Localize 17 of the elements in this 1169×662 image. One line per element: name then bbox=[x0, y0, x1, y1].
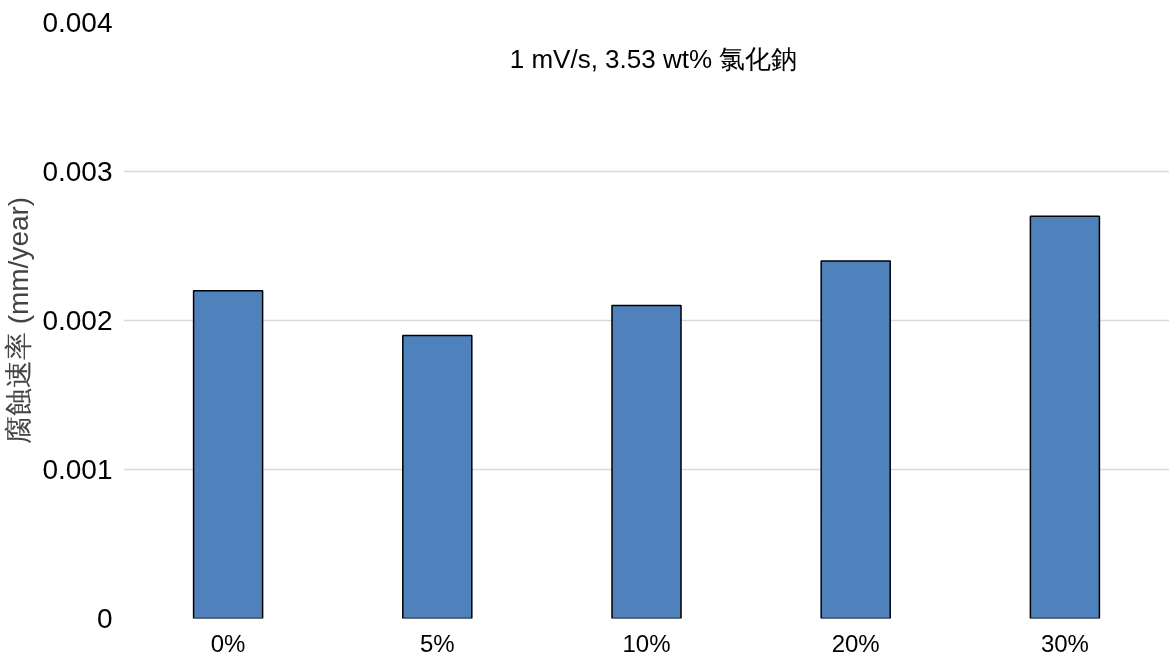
y-tick-label: 0 bbox=[96, 603, 113, 634]
x-tick-label: 0% bbox=[210, 629, 246, 657]
x-tick-label: 10% bbox=[622, 629, 671, 657]
x-tick-label: 5% bbox=[419, 629, 455, 657]
bar bbox=[820, 260, 891, 619]
bar bbox=[1029, 215, 1101, 619]
y-tick-label: 0.004 bbox=[42, 7, 113, 38]
y-tick-label: 0.001 bbox=[42, 454, 113, 485]
text: 1 mV/s, 3.53 wt% 氯化鈉 bbox=[509, 43, 798, 74]
bar bbox=[402, 334, 473, 619]
y-tick-label: 0.003 bbox=[42, 156, 113, 187]
y-axis-title: 腐蝕速率 (mm/year) bbox=[3, 196, 35, 445]
bar bbox=[192, 289, 264, 619]
x-tick-label: 20% bbox=[831, 629, 880, 657]
y-tick-label: 0.002 bbox=[42, 305, 113, 336]
x-tick-label: 30% bbox=[1040, 629, 1089, 657]
bar bbox=[611, 304, 682, 619]
